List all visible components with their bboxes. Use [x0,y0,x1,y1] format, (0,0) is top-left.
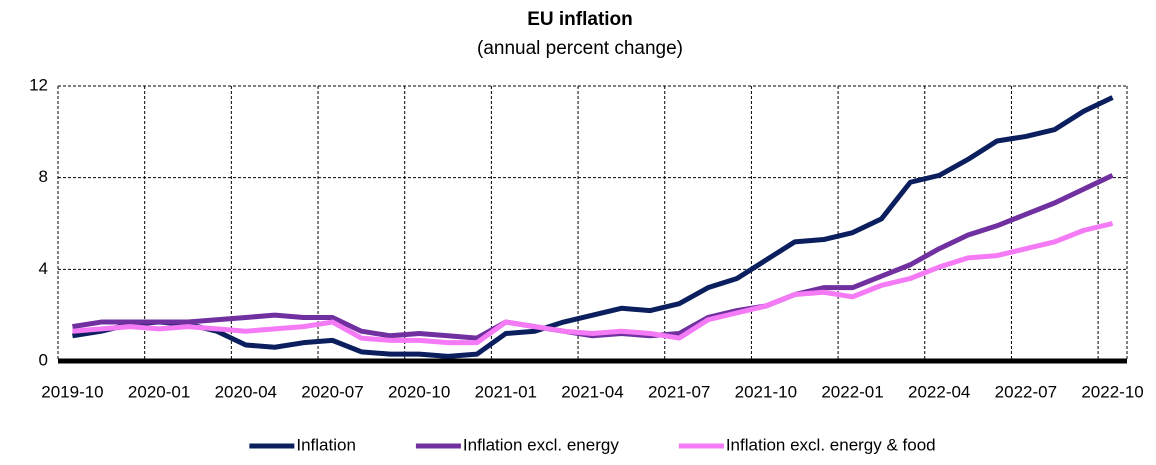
y-tick-label: 4 [39,259,48,278]
legend-label: Inflation [296,435,356,454]
x-tick-label: 2021-10 [735,382,797,401]
legend: Inflation Inflation excl. energy Inflation… [249,435,936,454]
x-tick-label: 2020-01 [128,382,190,401]
series-line [72,221,1114,346]
x-tick-label: 2022-04 [908,382,970,401]
x-tick-label: 2020-04 [215,382,277,401]
x-tick-label: 2019-10 [41,382,103,401]
x-tick-label: 2022-07 [995,382,1057,401]
chart-subtitle: (annual percent change) [477,38,683,59]
x-tick-label: 2022-10 [1081,382,1143,401]
legend-label: Inflation excl. energy [463,435,619,454]
x-tick-label: 2020-07 [301,382,363,401]
legend-label: Inflation excl. energy & food [726,435,936,454]
series-line [72,95,1114,359]
x-tick-label: 2021-04 [561,382,623,401]
x-tick-label: 2021-01 [475,382,537,401]
y-tick-label: 8 [39,167,48,186]
x-tick-label: 2022-01 [821,382,883,401]
x-tick-label: 2021-07 [648,382,710,401]
y-tick-label: 12 [29,75,48,94]
x-tick-label: 2020-10 [388,382,450,401]
chart-title: EU inflation [527,9,633,30]
y-tick-label: 0 [39,350,48,369]
